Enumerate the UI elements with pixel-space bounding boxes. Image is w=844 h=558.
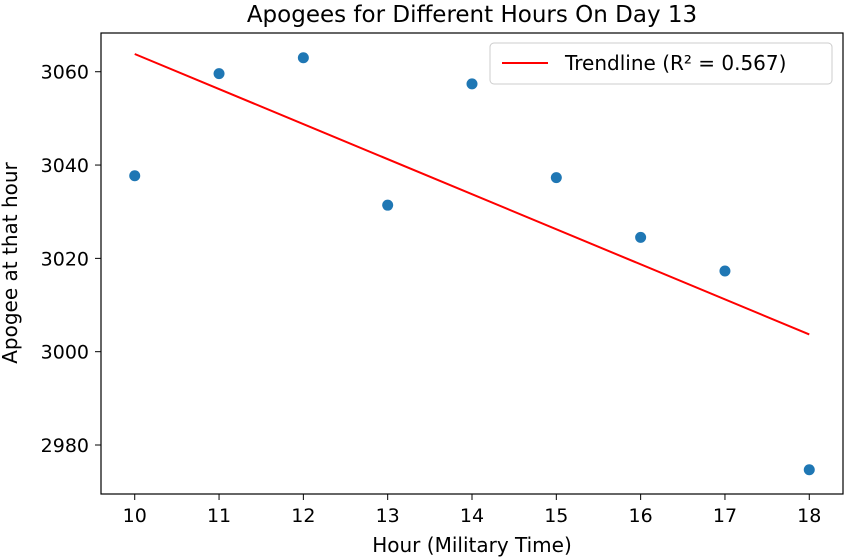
x-tick-label: 13 [376, 505, 400, 527]
x-tick-label: 18 [797, 505, 821, 527]
legend-box [489, 42, 833, 85]
plot-marks [129, 52, 815, 476]
y-axis: 2980 3000 3020 3040 3060 [41, 62, 101, 457]
y-tick-label: 2980 [41, 435, 89, 457]
legend: Trendline (R² = 0.567) [489, 42, 833, 85]
data-point [297, 52, 309, 64]
data-point [803, 464, 815, 476]
legend-label-trendline: Trendline (R² = 0.567) [564, 51, 786, 75]
x-tick-label: 16 [629, 505, 653, 527]
y-tick-label: 3040 [41, 155, 89, 177]
y-tick-label: 3020 [41, 248, 89, 270]
data-point [719, 265, 731, 277]
x-tick-label: 12 [291, 505, 315, 527]
x-tick-label: 15 [544, 505, 568, 527]
x-axis: 10 11 12 13 14 15 16 17 18 [123, 494, 821, 527]
x-axis-label: Hour (Military Time) [372, 533, 572, 557]
x-tick-label: 14 [460, 505, 484, 527]
y-axis-label: Apogee at that hour [0, 161, 22, 363]
y-tick-label: 3000 [41, 342, 89, 364]
data-point [213, 68, 225, 80]
y-tick-label: 3060 [41, 62, 89, 84]
data-point [129, 170, 141, 182]
plot-area [100, 32, 844, 495]
data-point [382, 199, 394, 211]
data-point [635, 231, 647, 243]
x-tick-label: 10 [123, 505, 147, 527]
x-tick-label: 17 [713, 505, 737, 527]
data-point [466, 78, 478, 90]
chart-title: Apogees for Different Hours On Day 13 [247, 2, 697, 28]
trendline [134, 53, 810, 336]
data-point [550, 172, 562, 184]
x-tick-label: 11 [207, 505, 231, 527]
